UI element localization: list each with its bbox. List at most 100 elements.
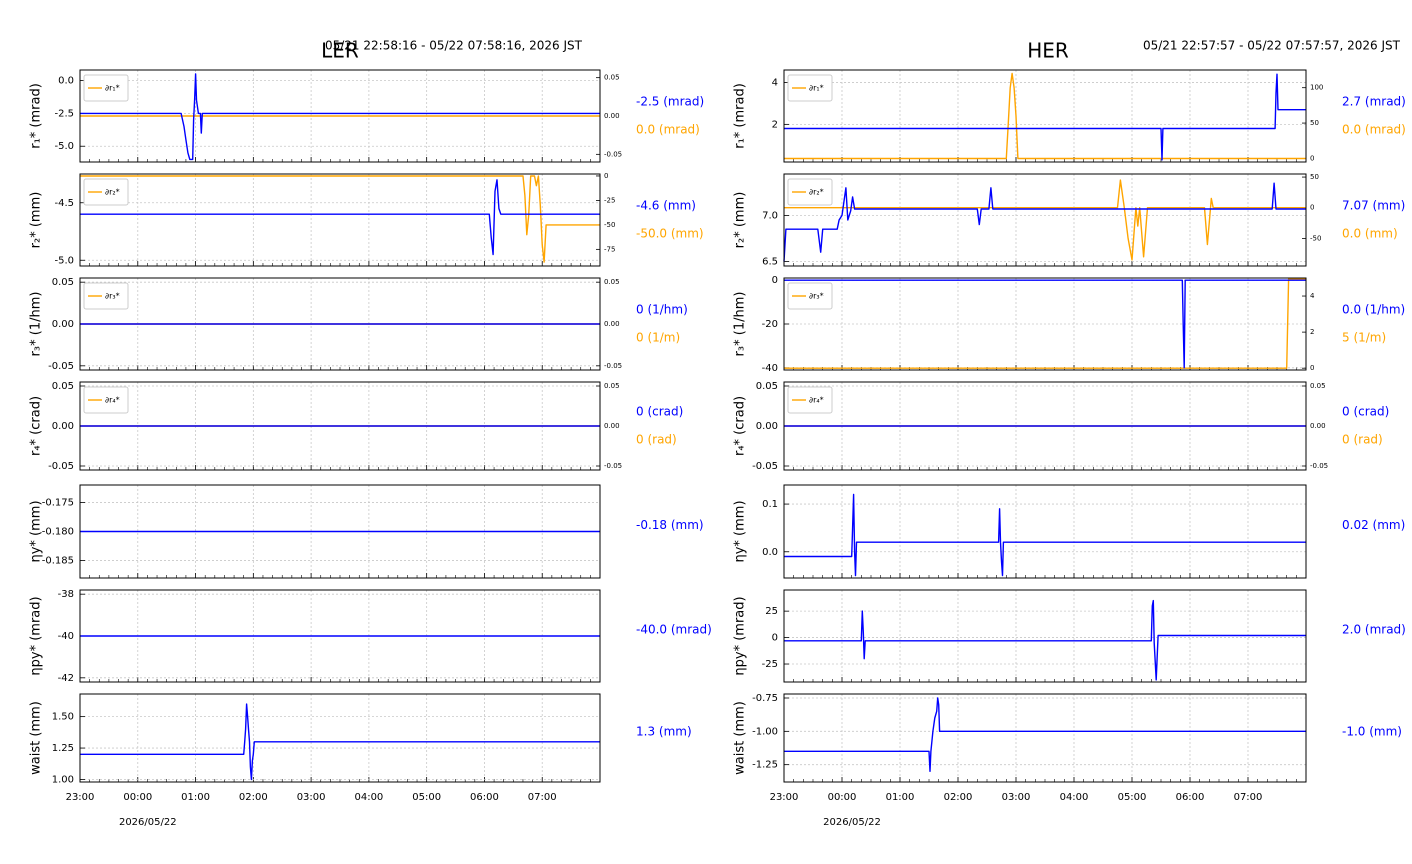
series-value-line — [80, 703, 600, 781]
y2-tick-label: -0.05 — [604, 362, 622, 370]
panel-4: 0.1 0.0 ηy* (mm) 0.02 (mm) — [733, 484, 1405, 579]
time-range-label: 05/21 22:58:16 - 05/22 07:58:16, 2026 JS… — [325, 39, 583, 53]
current-delta: 5 (1/m) — [1342, 331, 1386, 345]
y-tick-label: -0.05 — [48, 461, 74, 472]
panel-frame — [79, 693, 601, 783]
current-value: -2.5 (mrad) — [636, 95, 704, 109]
panel-5: -38 -40 -42 ηpy* (mrad) -40.0 (mrad) — [29, 589, 712, 684]
chart-title: HER — [1027, 39, 1069, 63]
y2-tick-label: 50 — [1310, 119, 1319, 127]
panel-frame — [783, 277, 1307, 371]
y2-tick-label: 50 — [1310, 173, 1319, 181]
y2-tick-label: 0.05 — [1310, 382, 1326, 390]
y-tick-label: -0.175 — [42, 497, 74, 508]
legend-label: ∂r₂* — [809, 188, 824, 197]
x-tick-label: 07:00 — [528, 792, 557, 803]
y-axis-label: ηpy* (mrad) — [733, 596, 748, 675]
current-value: 2.0 (mrad) — [1342, 623, 1406, 637]
y-axis-label: r₄* (crad) — [29, 396, 44, 456]
x-tick-label: 23:00 — [770, 792, 799, 803]
y-tick-label: -38 — [58, 589, 74, 600]
current-value: 0 (crad) — [1342, 405, 1389, 419]
y2-tick-label: 0 — [1310, 154, 1314, 162]
x-tick-label: 02:00 — [239, 792, 268, 803]
y-tick-label: -0.75 — [752, 693, 778, 704]
y2-tick-label: -0.05 — [604, 150, 622, 158]
y-tick-label: -2.5 — [54, 108, 74, 119]
y2-tick-label: 0 — [604, 172, 608, 180]
current-delta: -50.0 (mm) — [636, 227, 704, 241]
y-tick-label: -0.05 — [48, 361, 74, 372]
panel-frame — [79, 173, 601, 267]
y2-tick-label: -50 — [1310, 234, 1321, 242]
y-tick-label: 0.00 — [52, 319, 74, 330]
current-value: 1.3 (mm) — [636, 725, 692, 739]
series-delta-line — [784, 179, 1306, 261]
current-value: 7.07 (mm) — [1342, 199, 1405, 213]
y-axis-label: r₁* (mrad) — [733, 83, 748, 149]
legend-label: ∂r₄* — [809, 396, 824, 405]
panel-frame — [79, 277, 601, 371]
legend-box — [83, 178, 129, 206]
y-tick-label: -5.0 — [54, 255, 74, 266]
current-value: 2.7 (mrad) — [1342, 95, 1406, 109]
y2-tick-label: 0.05 — [604, 278, 620, 286]
x-tick-label: 03:00 — [297, 792, 326, 803]
y-tick-label: -20 — [762, 319, 778, 330]
y-tick-label: 4 — [772, 78, 778, 89]
y2-tick-label: 4 — [1310, 292, 1315, 300]
panel-frame — [783, 381, 1307, 471]
panel-0: 0.0 -2.5 -5.0 0.05 0.00 -0.05 ∂r₁* r₁* (mrad) -2… — [29, 69, 704, 163]
y-tick-label: 0.00 — [756, 421, 778, 432]
y-tick-label: 7.0 — [762, 210, 778, 221]
date-label: 2026/05/22 — [823, 817, 881, 828]
x-tick-label: 07:00 — [1234, 792, 1263, 803]
panel-0: 4 2 100 50 0 ∂r₁* r₁* (mrad) 2.7 (mrad) 0.0 (mra… — [733, 69, 1406, 163]
y-tick-label: -4.5 — [54, 198, 74, 209]
y-tick-label: 25 — [765, 606, 778, 617]
x-tick-label: 00:00 — [828, 792, 857, 803]
series-delta-line — [784, 72, 1306, 160]
y-axis-label: r₁* (mrad) — [29, 83, 44, 149]
y-tick-label: -0.180 — [42, 527, 74, 538]
x-tick-label: 06:00 — [470, 792, 499, 803]
series-value-line — [784, 599, 1306, 681]
panel-2: 0.05 0.00 -0.05 0.05 0.00 -0.05 ∂r₃* r₃* (1/hm)… — [29, 277, 688, 372]
y-tick-label: 1.25 — [52, 743, 74, 754]
current-value: 0.0 (1/hm) — [1342, 303, 1405, 317]
x-tick-label: 02:00 — [944, 792, 973, 803]
current-value: -40.0 (mrad) — [636, 623, 712, 637]
x-tick-label: 01:00 — [886, 792, 915, 803]
y2-tick-label: 0.05 — [604, 382, 620, 390]
y-tick-label: 0.1 — [762, 499, 778, 510]
panel-1: -4.5 -5.0 0 -25 -50 -75 ∂r₂* r₂* (mm) -4.6 (mm) -… — [29, 172, 704, 267]
legend-label: ∂r₁* — [809, 84, 824, 93]
y-axis-label: r₂* (mm) — [733, 192, 748, 249]
legend-box — [83, 74, 129, 102]
current-value: -4.6 (mm) — [636, 199, 696, 213]
y2-tick-label: -0.05 — [1310, 462, 1328, 470]
y-axis-label: ηpy* (mrad) — [29, 596, 44, 675]
x-tick-label: 00:00 — [123, 792, 152, 803]
series-value-line — [784, 73, 1306, 161]
current-delta: 0 (rad) — [636, 433, 677, 447]
panel-6: 1.50 1.25 1.00 waist (mm) 1.3 (mm) — [29, 693, 692, 785]
y-tick-label: -40 — [762, 363, 778, 374]
y-axis-label: ηy* (mm) — [29, 500, 44, 562]
y-tick-label: 0.05 — [52, 381, 74, 392]
current-delta: 0.0 (mrad) — [1342, 123, 1406, 137]
series-delta-line — [80, 175, 600, 263]
legend-box — [787, 178, 833, 206]
y-tick-label: 0 — [772, 275, 778, 286]
time-range-label: 05/21 22:57:57 - 05/22 07:57:57, 2026 JS… — [1143, 39, 1401, 53]
y-axis-label: r₃* (1/hm) — [733, 292, 748, 357]
y-tick-label: -5.0 — [54, 141, 74, 152]
series-value-line — [784, 697, 1306, 772]
y-axis-label: r₂* (mm) — [29, 192, 44, 249]
date-label: 2026/05/22 — [119, 817, 177, 828]
y-tick-label: -25 — [762, 659, 778, 670]
panel-6: -0.75 -1.00 -1.25 waist (mm) -1.0 (mm) — [733, 693, 1402, 783]
y2-tick-label: -75 — [604, 245, 615, 253]
